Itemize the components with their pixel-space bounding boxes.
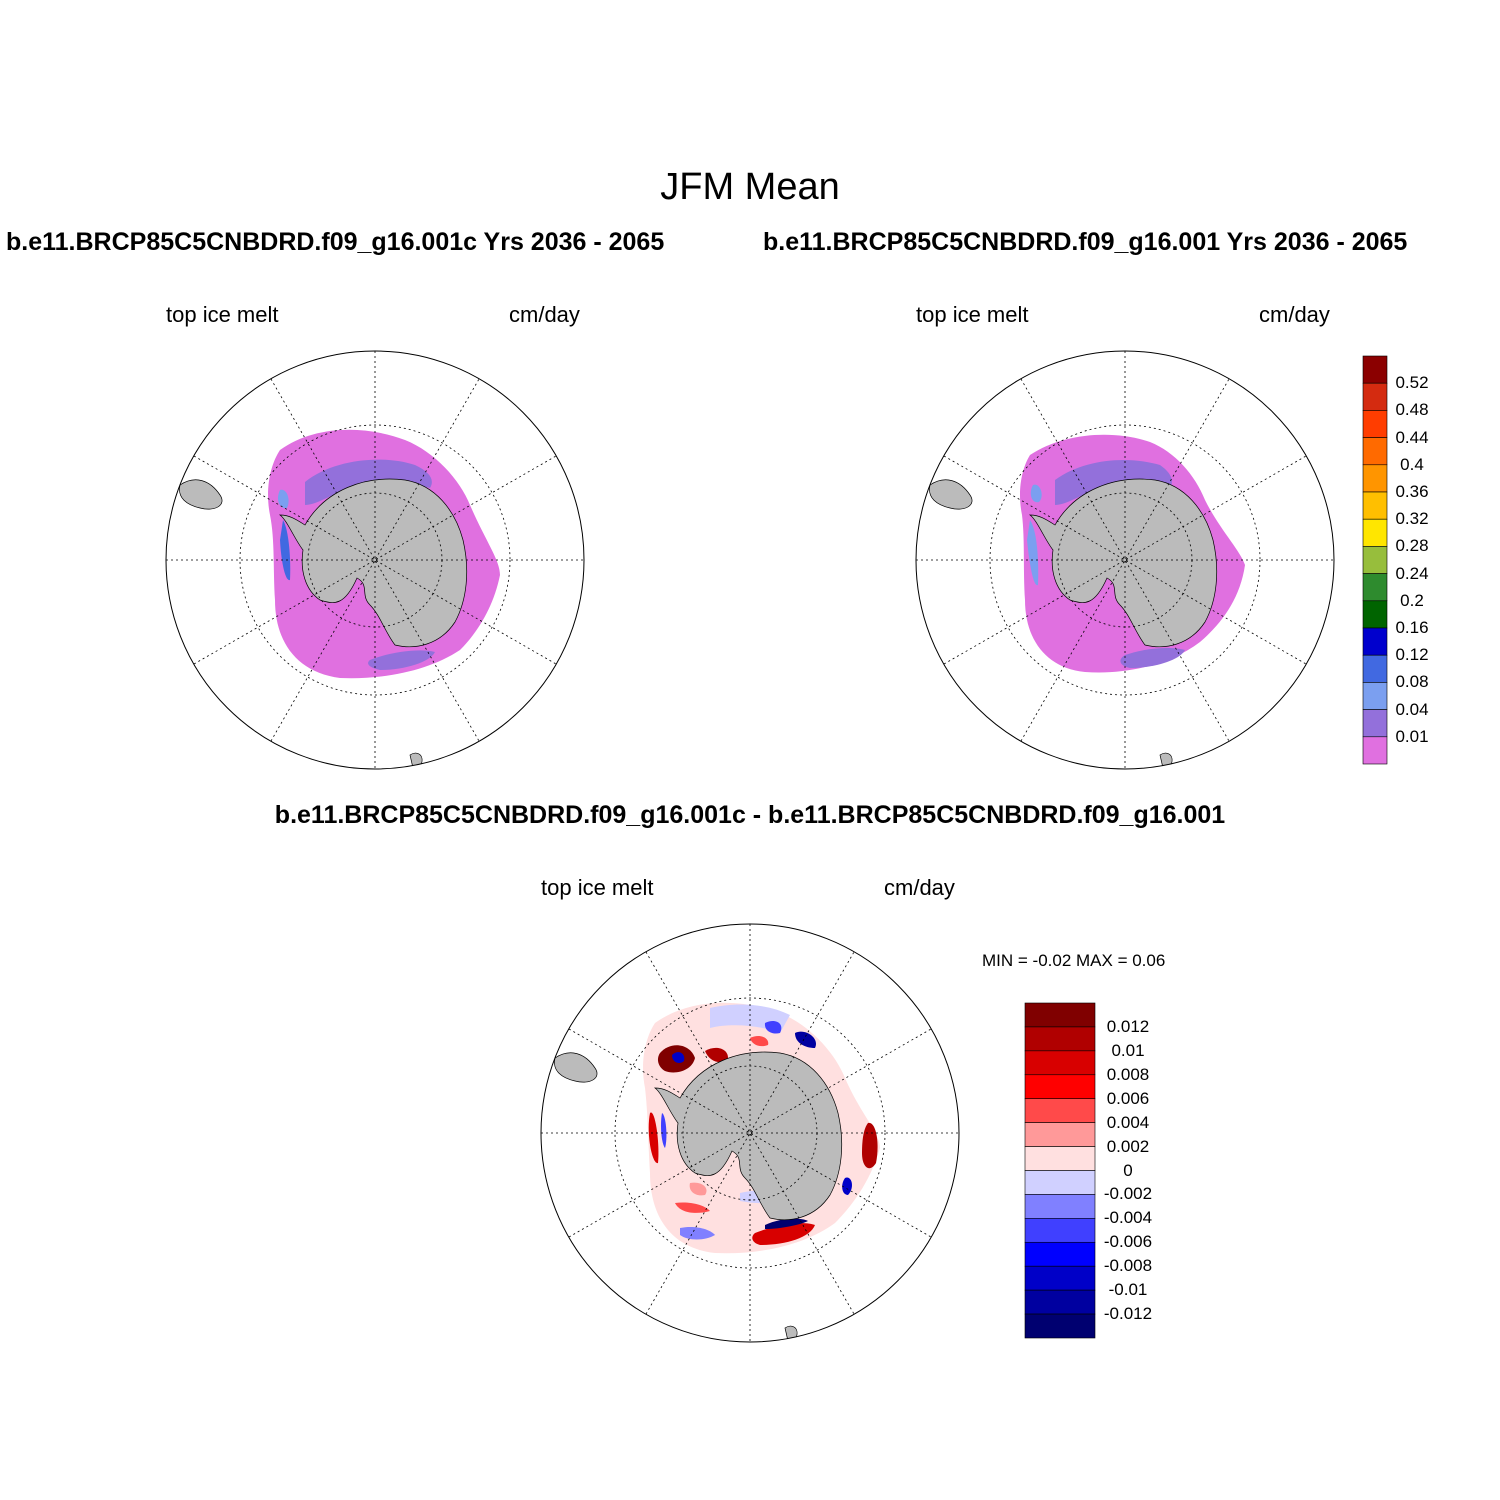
colorbar-swatch [1024,1313,1096,1339]
colorbar-swatch [1024,1218,1096,1243]
colorbar-swatch [1362,355,1388,384]
colorbar-tick-label: 0.28 [1395,536,1429,556]
colorbar-difference [1024,1002,1096,1339]
colorbar-swatch [1024,1241,1096,1267]
colorbar-swatch [1362,600,1388,629]
sea-ice-blue-patch [277,489,289,509]
units-label-case: cm/day [509,302,580,327]
colorbar-swatch [1362,627,1388,656]
colorbar-tick-label: 0.16 [1395,618,1429,637]
polar-map-case [165,350,585,770]
colorbar-tick-label: 0.52 [1395,373,1429,393]
colorbar-tick-label: -0.012 [1103,1304,1153,1324]
panel-title-difference: b.e11.BRCP85C5CNBDRD.f09_g16.001c - b.e1… [274,801,1226,829]
colorbar-tick-label: 0.4 [1400,454,1424,474]
map-graticule-difference [541,924,959,1342]
colorbar-swatch [1024,1002,1096,1028]
colorbar-tick-label: -0.004 [1103,1208,1153,1228]
colorbar-tick-label: 0.012 [1106,1016,1150,1036]
colorbar-swatch [1024,1026,1096,1052]
colorbar-tick-label: 0 [1123,1160,1133,1180]
colorbar-swatch [1024,1265,1096,1291]
map-graticule-control [916,351,1334,769]
colorbar-tick-label: -0.006 [1103,1232,1153,1252]
colorbar-main [1362,355,1388,765]
map-boundary-control [915,350,1335,770]
map-boundary-case [165,350,585,770]
panel-title-case: b.e11.BRCP85C5CNBDRD.f09_g16.001c Yrs 20… [6,228,665,256]
colorbar-tick-label: 0.24 [1395,563,1429,583]
colorbar-tick-label: 0.006 [1106,1088,1150,1108]
sea-ice-blue-strip [280,520,291,581]
colorbar-swatch [1362,654,1388,683]
colorbar-tick-label: 0.08 [1395,672,1429,692]
colorbar-swatch [1362,736,1388,765]
units-label-difference: cm/day [884,875,955,900]
colorbar-tick-label: 0.01 [1111,1040,1145,1060]
colorbar-tick-label: 0.12 [1395,645,1429,665]
colorbar-tick-label: 0.002 [1106,1136,1150,1156]
south-america-land [929,479,973,510]
colorbar-swatch [1024,1050,1096,1076]
units-label-control: cm/day [1259,302,1330,327]
colorbar-tick-label: 0.48 [1395,400,1429,420]
colorbar-swatch [1024,1122,1096,1147]
colorbar-swatch [1362,546,1388,574]
colorbar-swatch [1024,1098,1096,1123]
colorbar-swatch [1362,682,1388,710]
colorbar-swatch [1024,1289,1096,1315]
colorbar-tick-label: 0.004 [1106,1112,1150,1132]
polar-map-difference [540,923,960,1343]
south-america-land [179,479,223,510]
colorbar-swatch [1362,437,1388,466]
colorbar-swatch [1362,518,1388,547]
colorbar-tick-label: 0.36 [1395,482,1429,501]
colorbar-tick-label: 0.01 [1395,726,1429,746]
main-title: JFM Mean [660,166,840,208]
colorbar-swatch [1024,1170,1096,1195]
colorbar-swatch [1362,573,1388,602]
colorbar-tick-label: 0.008 [1106,1064,1150,1084]
variable-label-control: top ice melt [916,302,1029,327]
panel-title-control: b.e11.BRCP85C5CNBDRD.f09_g16.001 Yrs 203… [763,228,1408,256]
sea-ice-blue-strip [1027,520,1039,586]
colorbar-swatch [1362,382,1388,411]
map-boundary-difference [540,923,960,1343]
polar-map-control [915,350,1335,770]
colorbar-swatch [1024,1074,1096,1100]
colorbar-tick-label: 0.44 [1395,427,1429,447]
south-america-land [554,1052,598,1083]
colorbar-tick-label: 0.2 [1400,590,1424,610]
colorbar-swatch [1024,1194,1096,1219]
map-graticule-case [166,351,584,769]
sea-ice-purple-south [368,650,435,670]
colorbar-tick-label: -0.002 [1103,1184,1153,1204]
colorbar-tick-label: -0.008 [1103,1256,1153,1276]
colorbar-tick-label: 0.32 [1395,509,1429,529]
colorbar-tick-label: -0.01 [1108,1280,1148,1300]
sea-ice-purple-south [1120,647,1185,668]
colorbar-swatch [1024,1146,1096,1171]
variable-label-case: top ice melt [166,302,279,327]
variable-label-difference: top ice melt [541,875,654,900]
colorbar-tick-label: 0.04 [1395,699,1429,719]
colorbar-swatch [1362,491,1388,520]
min-max-label: MIN = -0.02 MAX = 0.06 [982,951,1166,970]
sea-ice-blue-patch [1030,484,1042,503]
colorbar-swatch [1362,410,1388,438]
